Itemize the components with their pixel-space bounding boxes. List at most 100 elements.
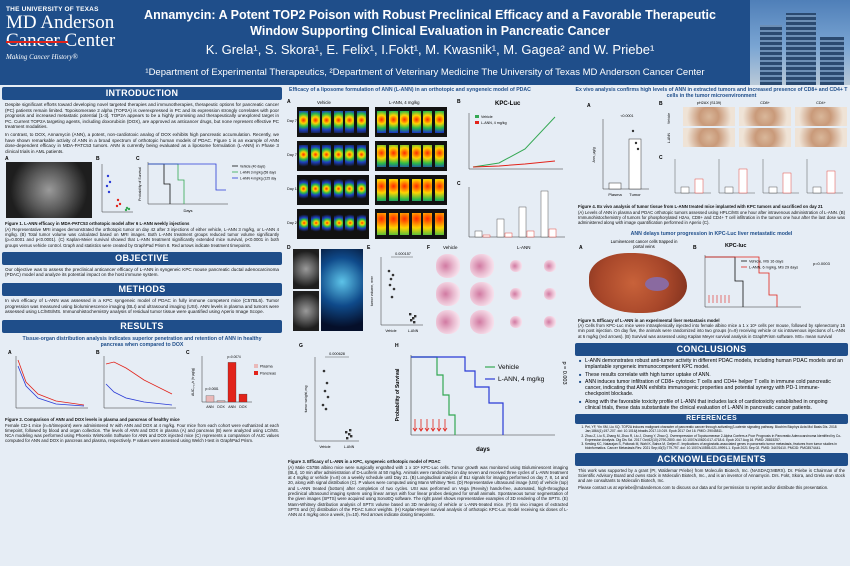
panel-letter-b: B	[693, 244, 697, 251]
x-tick-label: Vehicle	[319, 445, 330, 449]
lann-point	[345, 431, 348, 434]
conclusion-item: ANN induces tumor infiltration of CD8+ c…	[579, 379, 844, 398]
fig2-caption: Female CD-1 mice (n=5/timepoint) were ad…	[5, 422, 279, 444]
reference-item: Zhou Z, Liu S, Zhang M, Zhou R, Liu J, C…	[585, 434, 845, 442]
ex-vivo-tumor	[510, 260, 522, 273]
tumor-point	[636, 148, 640, 151]
fig1c-km-plot: Days Probability of Survival Vehicle (40 d…	[138, 162, 276, 213]
dose-arrow	[442, 419, 448, 432]
ihc-image	[739, 107, 791, 127]
usi-vehicle	[293, 249, 319, 290]
vehicle-bar	[680, 187, 690, 194]
mouse-bli-image	[377, 213, 386, 236]
logo-tagline: Making Cancer History®	[6, 53, 78, 61]
auc-bar	[238, 394, 248, 403]
lann-point	[414, 315, 417, 318]
mouse-bli-image	[423, 145, 432, 168]
mouse-bli-image	[423, 213, 432, 236]
dose-arrow	[412, 419, 418, 432]
lann-bar	[694, 179, 704, 194]
legend-swatch	[475, 121, 479, 125]
x-tick-label: L-ANN	[408, 329, 419, 333]
p-value-label: 0.000628	[329, 352, 345, 356]
auc-bar	[205, 395, 215, 403]
mouse-bli-image	[356, 111, 366, 134]
km-series-line	[148, 163, 226, 191]
ex-vivo-tumor	[470, 282, 494, 307]
dose-arrow	[430, 419, 436, 432]
mouse-bli-image	[411, 179, 421, 202]
fig4-panels: A Ann, μg/g <0.0001 Plasma Tumor B pH2AX (S…	[575, 99, 848, 203]
mouse-bli-image	[411, 145, 421, 168]
legend-label: Plasma	[260, 365, 274, 369]
bli-strip	[297, 107, 369, 138]
ex-vivo-tumor	[470, 310, 494, 335]
x-tick-label: L-ANN	[344, 445, 355, 449]
mouse-bli-image	[333, 213, 343, 236]
vehicle-point	[391, 273, 395, 277]
mouse-bli-image	[377, 179, 386, 202]
vehicle-point	[387, 269, 391, 273]
tumor-point	[634, 142, 638, 145]
left-column: INTRODUCTION Despite significant efforts…	[2, 87, 282, 445]
panel-letter-b: B	[659, 101, 663, 108]
lann-bar	[548, 229, 557, 238]
mouse-bli-image	[322, 145, 331, 168]
logo-strike	[6, 41, 68, 43]
fig1-panels: A B C Days Probability of Survival Vehicle…	[2, 156, 282, 220]
mouse-bli-image	[310, 213, 320, 236]
mouse-bli-image	[345, 179, 354, 202]
mouse-bli-image	[322, 213, 331, 236]
poster-header: THE UNIVERSITY OF TEXAS MD Anderson Canc…	[0, 0, 850, 85]
y-axis-label: Ann, μg/g	[592, 148, 596, 163]
fig4-caption-title: Figure 4. Ex vivo analysis of tumor tiss…	[578, 204, 823, 210]
panel-letter-a: A	[579, 244, 583, 251]
vehicle-km-line	[411, 356, 456, 436]
mouse-bli-image	[333, 111, 343, 134]
mouse-bli-image	[299, 213, 308, 236]
vehicle-bar	[768, 187, 778, 194]
ihc-image	[683, 128, 735, 148]
legend-label: L-ANN 3 mg/kg (58 days)	[240, 171, 276, 175]
ex-vivo-tumor	[436, 282, 460, 307]
legend-label: L-ANN, 4 mg/kg	[498, 376, 545, 383]
lann-bar	[782, 173, 792, 194]
right-column: Ex vivo analysis confirms high levels of…	[575, 87, 848, 492]
mouse-bli-image	[310, 111, 320, 134]
exvivo-title: Ex vivo analysis confirms high levels of…	[575, 87, 848, 100]
ihc-col-label: pH2AX (S139)	[696, 101, 722, 106]
mouse-bli-image	[345, 213, 354, 236]
mouse-bli-image	[345, 145, 354, 168]
fig3-mid: D E tumor volume, mm³ 0.000157 Vehicle L-AN…	[285, 245, 571, 343]
x-tick-label: Tumor	[629, 192, 641, 197]
fig1-caption: (A) Representative MRI images demonstrat…	[5, 226, 279, 248]
fig3b-bli-growth: Vehicle L-ANN, 4 mg/kg	[468, 113, 563, 170]
tumor-point	[631, 130, 635, 133]
legend-label: Vehicle, MS 16 days	[749, 259, 784, 263]
legend-swatch	[254, 364, 258, 369]
auc-bar	[216, 400, 226, 403]
panel-letter-c: C	[186, 350, 190, 357]
bli-image-grid: Vehicle L-ANN, 4 mg/kg Day 7 Day 7 Day 14 Day…	[287, 100, 447, 247]
distribution-title: Tissue-organ distribution analysis indic…	[22, 335, 262, 348]
fig4a-ann-levels: Ann, μg/g <0.0001 Plasma Tumor	[592, 114, 649, 197]
vehicle-km-line	[705, 256, 744, 307]
bli-strip	[297, 175, 369, 206]
ihc-image	[683, 107, 735, 127]
vehicle-point	[321, 403, 325, 407]
vehicle-point	[389, 277, 393, 281]
mouse-bli-image	[345, 111, 354, 134]
conclusion-item: L-ANN demonstrates robust anti-tumor act…	[579, 358, 844, 371]
mouse-bli-image	[423, 179, 432, 202]
panel-letter-a: A	[5, 156, 9, 163]
fig2a-plasma-curve	[15, 356, 88, 409]
fig1-caption-title: Figure 1. L-ANN efficacy in MDA-PATC53 o…	[5, 221, 190, 227]
lann-point	[346, 437, 349, 440]
lann-point	[348, 433, 351, 436]
fig5-caption: (A) Cells from KPC-Luc mice were intrasp…	[578, 323, 845, 339]
legend-label: Vehicle (40 days)	[240, 165, 265, 169]
panel-letter-c: C	[457, 181, 461, 188]
logo-cc-text: Cancer Center	[6, 30, 116, 51]
lann-bar	[738, 169, 748, 194]
mouse-bli-image	[333, 145, 343, 168]
